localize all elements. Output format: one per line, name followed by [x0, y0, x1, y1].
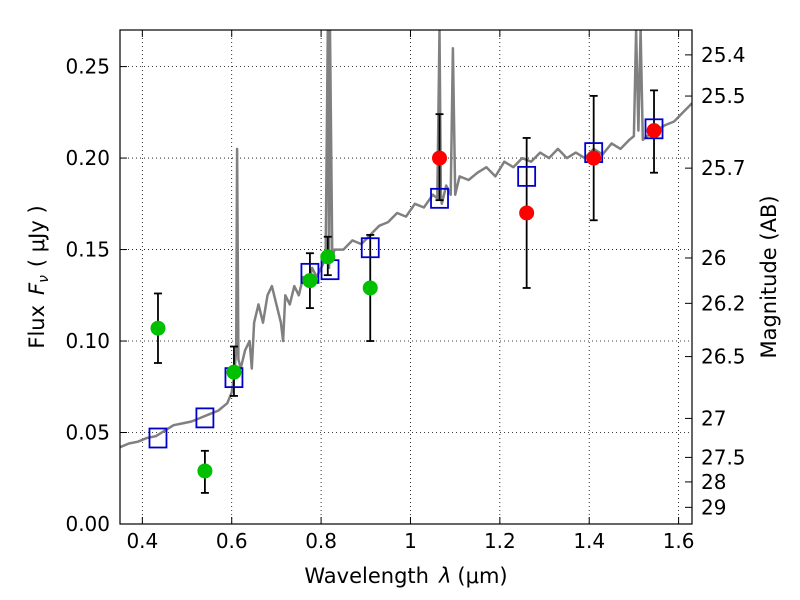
- model-photometry-square: [195, 407, 215, 429]
- y-axis-unit: ( μJy ): [25, 205, 49, 267]
- y-axis-label: Flux Fν ( μJy ): [25, 205, 52, 348]
- y-tick-label: 0.05: [65, 421, 110, 445]
- y2-tick-label: 26.2: [701, 291, 746, 315]
- green-data-point: [320, 249, 336, 265]
- x-axis-symbol: λ: [438, 564, 451, 588]
- y-tick-label: 0.10: [65, 329, 110, 353]
- y2-tick-label: 26.5: [701, 345, 746, 369]
- red-data-point: [432, 150, 448, 166]
- y2-tick-label: 28: [701, 470, 726, 494]
- x-axis-label-text: Wavelength: [304, 564, 429, 588]
- y2-tick-label: 27: [701, 406, 726, 430]
- axis-ticks: 0.4 0.6 0.8 1 1.2 1.4 1.6 0.00 0.05 0.10 0.15 0.20 0…: [65, 30, 746, 553]
- red-data-point: [646, 123, 662, 139]
- x-tick-label: 1.2: [484, 529, 516, 553]
- y2-tick-label: 25.4: [701, 43, 746, 67]
- y2-tick-label: 29: [701, 495, 726, 519]
- green-data-point: [362, 280, 378, 296]
- x-tick-label: 1: [404, 529, 417, 553]
- y-tick-label: 0.20: [65, 146, 110, 170]
- y-tick-label: 0.25: [65, 55, 110, 79]
- y-axis-label-text: Flux: [25, 305, 49, 349]
- plot-area: [120, 30, 692, 494]
- model-photometry-square: [360, 237, 380, 259]
- model-photometry-square: [148, 427, 168, 449]
- model-photometry-square: [517, 165, 537, 187]
- plot-frame: [119, 29, 693, 525]
- y-tick-label: 0.15: [65, 238, 110, 262]
- y2-tick-label: 25.7: [701, 156, 746, 180]
- x-tick-label: 0.8: [305, 529, 337, 553]
- red-data-point: [519, 205, 535, 221]
- green-data-point: [150, 320, 166, 336]
- model-photometry-square: [644, 118, 664, 140]
- y-axis-symbol: F: [25, 282, 49, 295]
- y-tick-label: 0.00: [65, 512, 110, 536]
- model-photometry-square: [430, 187, 449, 209]
- x-tick-label: 0.6: [216, 529, 248, 553]
- x-axis-unit: (μm): [457, 564, 507, 588]
- y2-tick-label: 26: [701, 246, 726, 270]
- green-data-point: [302, 273, 318, 289]
- y2-axis-label: Magnitude (AB): [757, 195, 781, 358]
- plot-content: [120, 30, 692, 494]
- x-tick-label: 1.6: [663, 529, 695, 553]
- y2-tick-label: 27.5: [701, 445, 746, 469]
- x-tick-label: 0.4: [126, 529, 158, 553]
- y2-tick-label: 25.5: [701, 84, 746, 108]
- green-data-point: [197, 463, 213, 479]
- green-data-point: [226, 364, 242, 380]
- x-axis-label: Wavelength λ (μm): [304, 564, 507, 588]
- red-data-point: [586, 150, 602, 166]
- y-axis-subscript: ν: [36, 275, 52, 283]
- x-tick-label: 1.4: [573, 529, 605, 553]
